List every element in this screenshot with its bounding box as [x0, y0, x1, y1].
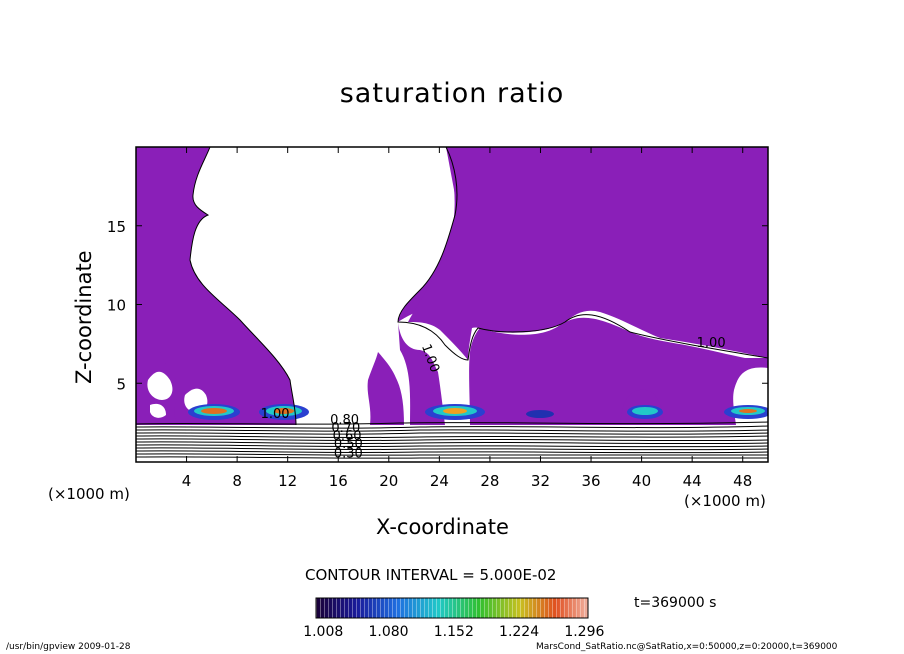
footer-left: /usr/bin/gpview 2009-01-28 — [6, 642, 131, 652]
footer-right: MarsCond_SatRatio.nc@SatRatio,x=0:50000,… — [536, 642, 838, 652]
saturated-region-right — [398, 147, 768, 425]
contour-label: 1.00 — [261, 407, 290, 422]
x-tick-label: 36 — [581, 472, 600, 490]
colorbar-tick-label: 1.008 — [303, 624, 343, 640]
colorbar-tick-label: 1.224 — [499, 624, 539, 640]
contour-label: 0.80 — [330, 413, 359, 428]
x-tick-label: 4 — [182, 472, 192, 490]
saturated-region-top-right — [408, 147, 768, 360]
colorbar-tick-label: 1.152 — [434, 624, 474, 640]
contour-label: 1.00 — [697, 336, 726, 351]
x-axis-label: X-coordinate — [376, 515, 509, 539]
colorbar-tick-label: 1.296 — [564, 624, 604, 640]
y-tick-label: 15 — [107, 218, 126, 236]
contour-label: 0.60 — [333, 429, 362, 444]
x-unit-right: (×1000 m) — [684, 492, 766, 510]
chart-title: saturation ratio — [339, 78, 565, 109]
colorbar-tick-label: 1.080 — [368, 624, 408, 640]
contour-label: 0.70 — [331, 421, 360, 436]
x-tick-label: 8 — [232, 472, 242, 490]
y-tick-label: 10 — [107, 297, 126, 315]
x-tick-label: 40 — [632, 472, 651, 490]
hotspots — [188, 404, 768, 420]
contour-lines — [136, 421, 768, 459]
x-tick-label: 16 — [329, 472, 348, 490]
x-tick-label: 20 — [379, 472, 398, 490]
saturated-plume-center — [367, 352, 404, 425]
contour-label: 0.50 — [334, 437, 363, 452]
plot-area: 1.001.001.00 0.800.700.600.500.30 — [136, 147, 768, 462]
time-label: t=369000 s — [634, 595, 717, 611]
contour-label: 0.30 — [334, 446, 363, 461]
saturated-region-left — [136, 147, 296, 425]
x-tick-label: 12 — [278, 472, 297, 490]
x-tick-label: 24 — [430, 472, 449, 490]
x-tick-label: 28 — [480, 472, 499, 490]
y-tick-label: 5 — [116, 375, 126, 393]
x-tick-label: 44 — [683, 472, 702, 490]
x-tick-label: 32 — [531, 472, 550, 490]
x-tick-label: 48 — [733, 472, 752, 490]
x-unit-left: (×1000 m) — [48, 485, 130, 503]
contour-interval: CONTOUR INTERVAL = 5.000E-02 — [305, 566, 557, 584]
